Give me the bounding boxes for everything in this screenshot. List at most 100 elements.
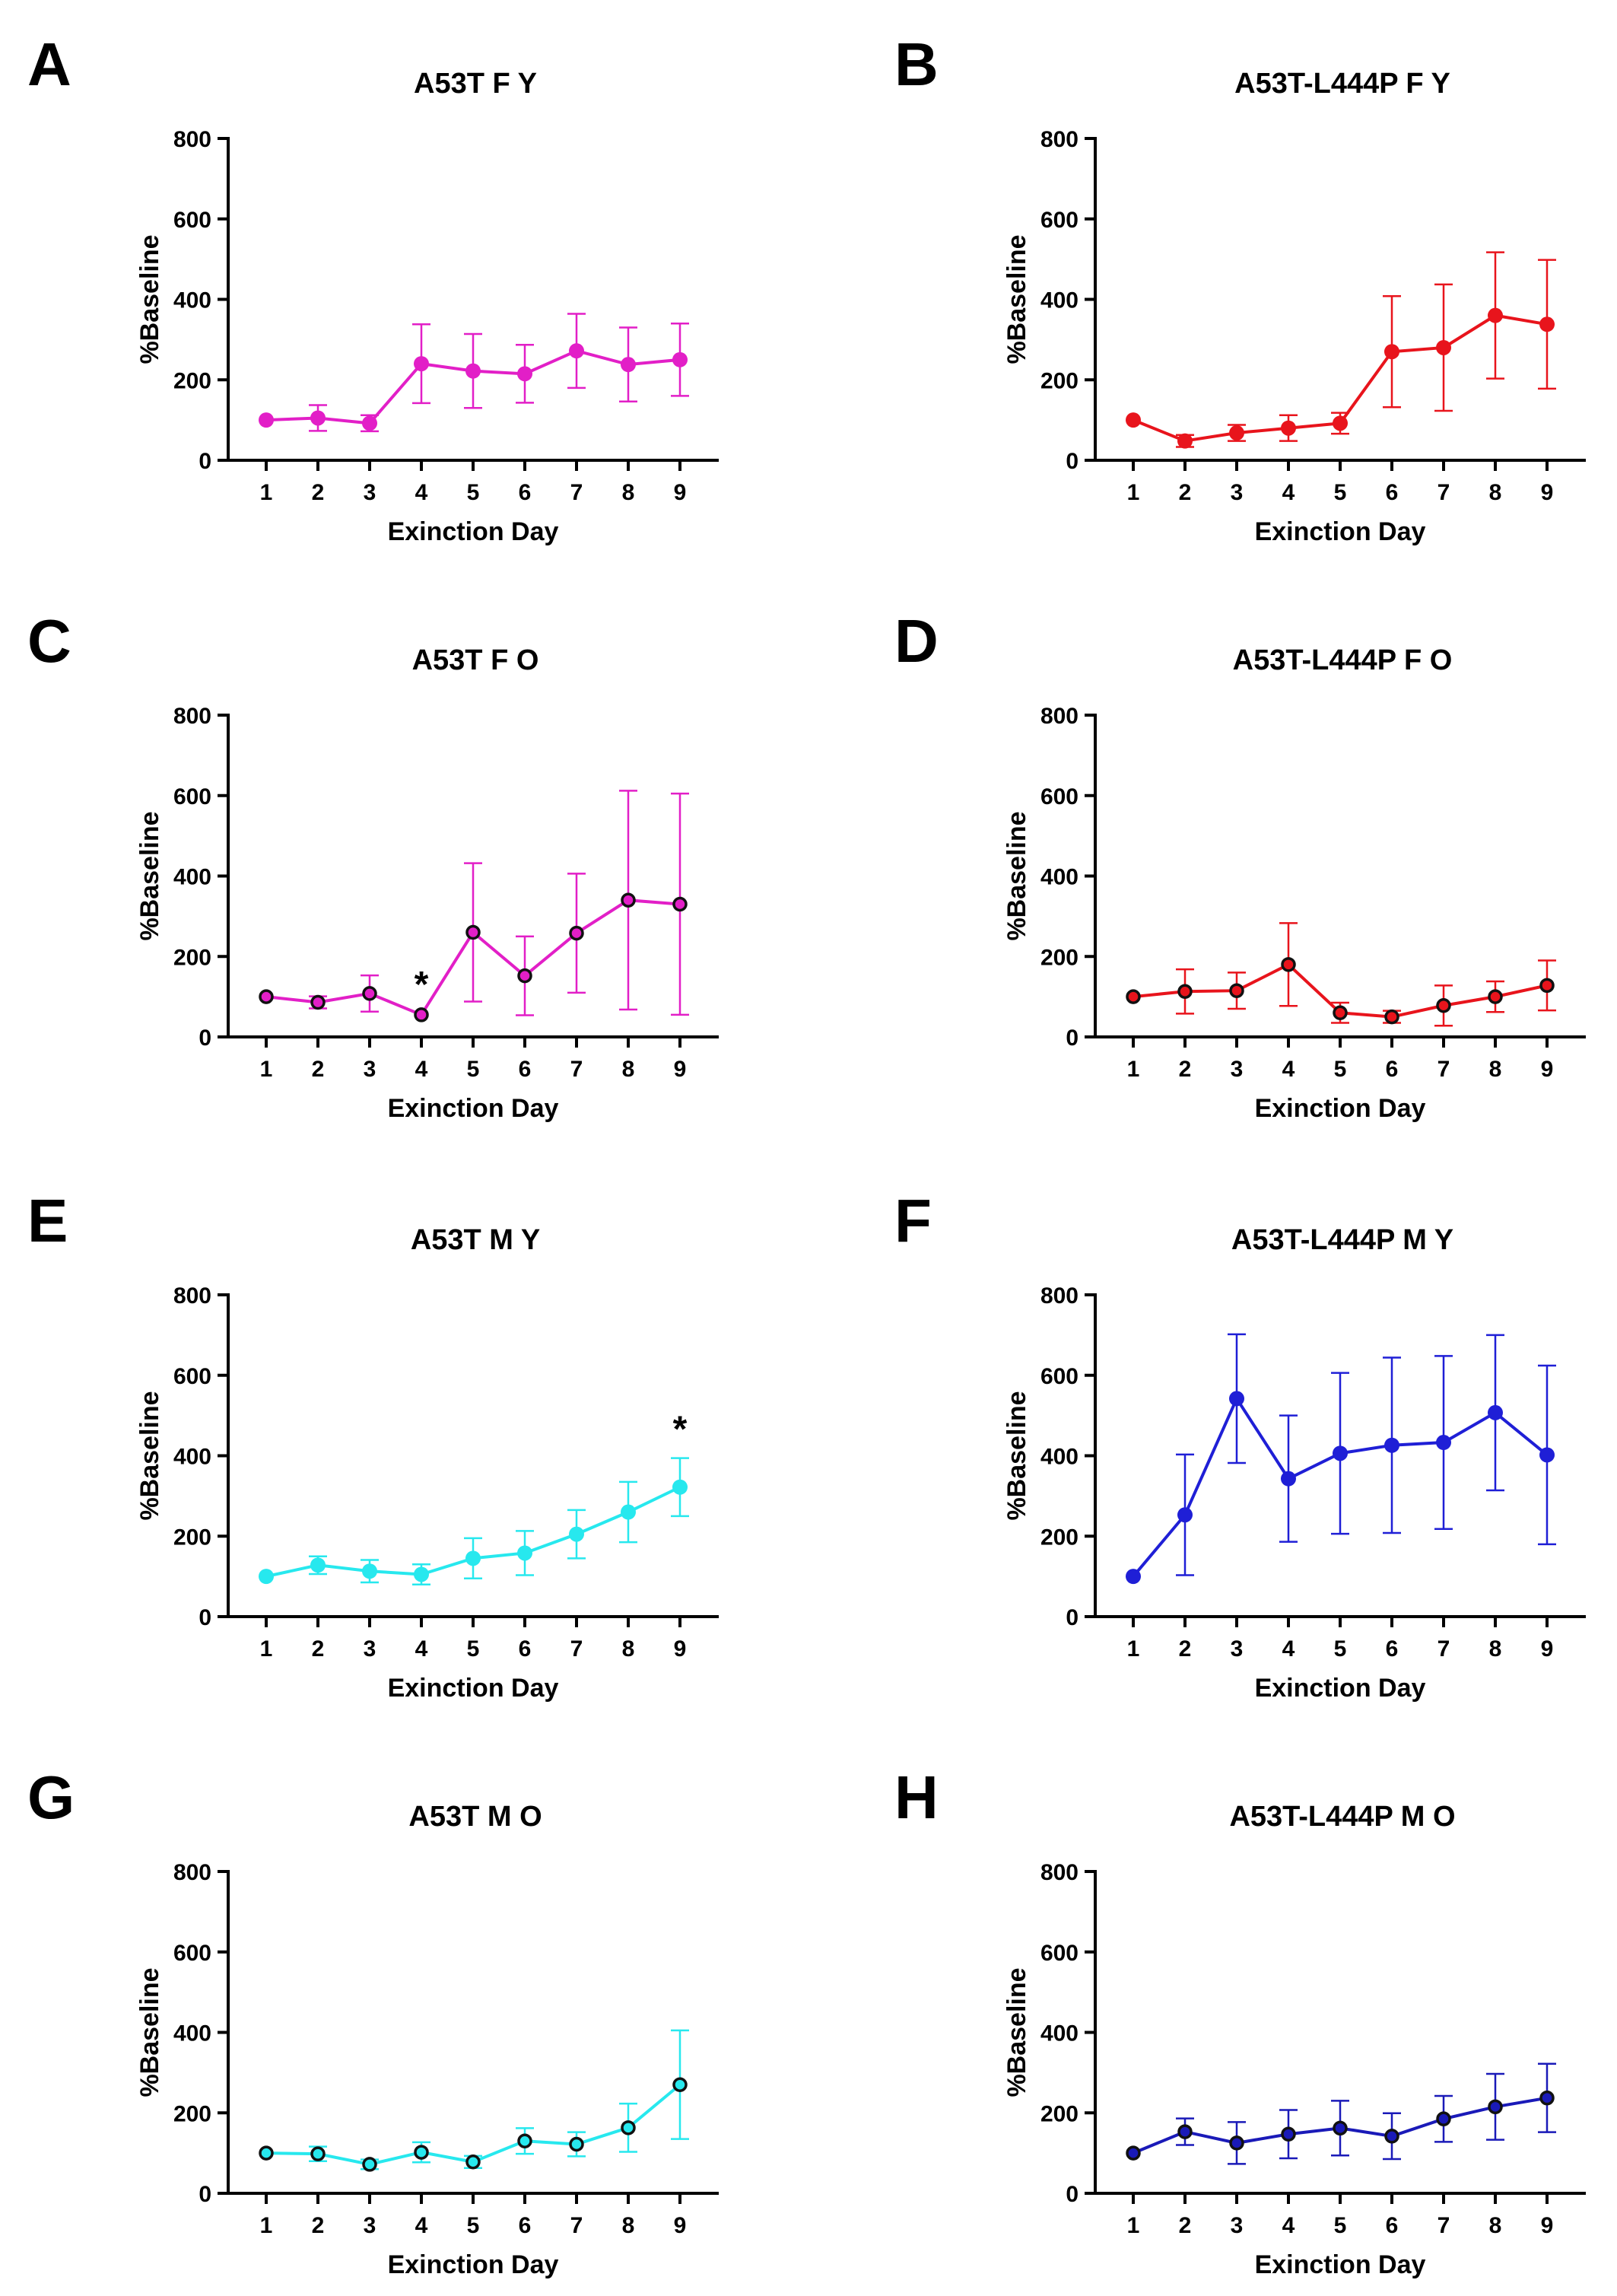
y-tick-label: 800 xyxy=(1040,704,1079,729)
x-tick-label: 1 xyxy=(1127,480,1140,505)
x-tick-label: 8 xyxy=(622,2213,635,2238)
x-tick-label: 7 xyxy=(570,1057,583,1082)
series-0 xyxy=(259,2029,689,2172)
y-tick-label: 400 xyxy=(173,865,211,890)
y-tick-label: 800 xyxy=(173,704,211,729)
panel-letter: G xyxy=(27,1763,75,1831)
series-0 xyxy=(1126,922,1556,1027)
significance-marker: * xyxy=(673,1410,688,1450)
y-tick-label: 0 xyxy=(1066,2182,1079,2207)
y-axis-label: %Baseline xyxy=(135,1967,164,2097)
panel-letter: C xyxy=(27,607,71,675)
x-tick-label: 1 xyxy=(260,480,273,505)
y-tick-label: 200 xyxy=(1040,1525,1079,1550)
data-point xyxy=(414,2145,429,2160)
x-tick-label: 1 xyxy=(1127,1057,1140,1082)
x-tick-label: 7 xyxy=(1438,1636,1450,1662)
data-point xyxy=(310,2146,326,2161)
data-point xyxy=(672,1479,688,1495)
significance-marker: * xyxy=(415,965,429,1005)
data-point xyxy=(465,363,481,379)
x-tick-label: 4 xyxy=(415,2213,428,2238)
x-tick-label: 5 xyxy=(467,2213,480,2238)
x-tick-label: 9 xyxy=(674,2213,687,2238)
data-point xyxy=(1384,2129,1399,2144)
data-point xyxy=(672,2077,688,2092)
data-point xyxy=(517,1545,532,1561)
data-point xyxy=(1126,412,1141,428)
data-point xyxy=(569,343,584,359)
chart-title: A53T-L444P M Y xyxy=(1231,1224,1453,1256)
y-tick-label: 600 xyxy=(1040,1941,1079,1966)
x-tick-label: 7 xyxy=(1438,480,1450,505)
x-tick-label: 5 xyxy=(467,1636,480,1662)
data-point xyxy=(362,986,377,1001)
series-0 xyxy=(1126,2062,1556,2165)
x-tick-label: 6 xyxy=(1386,480,1399,505)
x-tick-label: 6 xyxy=(519,2213,532,2238)
x-axis-label: Exinction Day xyxy=(388,1674,559,1703)
y-tick-label: 0 xyxy=(199,2182,211,2207)
x-tick-label: 2 xyxy=(312,2213,325,2238)
y-tick-label: 400 xyxy=(1040,1445,1079,1470)
data-point xyxy=(1229,2135,1244,2151)
data-point xyxy=(1539,2090,1555,2106)
chart-panel-c: C A53T F O 0 200 400 600 800 1 2 3 4 5 6 7 8 9 Exinction… xyxy=(27,607,719,1123)
chart-panel-h: H A53T-L444P M O 0 200 400 600 800 1 2 3 4 5 6 7 8 9 Exi… xyxy=(894,1763,1586,2279)
y-tick-label: 600 xyxy=(1040,784,1079,809)
panel-letter: D xyxy=(894,607,939,675)
y-axis-label: %Baseline xyxy=(1002,1391,1031,1520)
data-point xyxy=(517,968,532,984)
y-tick-label: 200 xyxy=(1040,2101,1079,2126)
data-point xyxy=(621,892,636,908)
chart-panel-a: A A53T F Y 0 200 400 600 800 1 2 3 4 5 6 7 8 9 Exinction… xyxy=(27,30,719,546)
x-tick-label: 4 xyxy=(1282,2213,1295,2238)
data-point xyxy=(1333,2120,1348,2136)
data-point xyxy=(1436,1435,1451,1451)
x-tick-label: 7 xyxy=(570,1636,583,1662)
data-point xyxy=(259,989,274,1004)
x-tick-label: 4 xyxy=(1282,1636,1295,1662)
x-tick-label: 9 xyxy=(674,1636,687,1662)
chart-panel-g: G A53T M O 0 200 400 600 800 1 2 3 4 5 6 7 8 9 Exinction… xyxy=(27,1763,719,2279)
x-tick-label: 5 xyxy=(1334,480,1347,505)
x-tick-label: 5 xyxy=(467,1057,480,1082)
x-tick-label: 2 xyxy=(312,1057,325,1082)
x-tick-label: 2 xyxy=(1179,2213,1192,2238)
data-point xyxy=(1126,1569,1141,1585)
x-tick-label: 2 xyxy=(1179,1057,1192,1082)
x-axis-label: Exinction Day xyxy=(388,517,559,546)
x-tick-label: 6 xyxy=(1386,2213,1399,2238)
data-point xyxy=(1384,1437,1399,1453)
y-tick-label: 600 xyxy=(173,208,211,233)
y-tick-label: 800 xyxy=(1040,1860,1079,1885)
x-tick-label: 2 xyxy=(312,480,325,505)
data-point xyxy=(310,410,326,426)
data-point xyxy=(569,2136,584,2152)
data-point xyxy=(310,994,326,1010)
data-point xyxy=(1539,978,1555,994)
y-axis-label: %Baseline xyxy=(1002,811,1031,940)
data-point xyxy=(621,357,636,373)
x-tick-label: 9 xyxy=(1541,2213,1554,2238)
x-tick-label: 9 xyxy=(674,1057,687,1082)
y-axis-label: %Baseline xyxy=(1002,234,1031,364)
x-tick-label: 3 xyxy=(1231,1636,1244,1662)
x-tick-label: 8 xyxy=(1489,480,1502,505)
data-point xyxy=(1488,2099,1503,2115)
y-tick-label: 200 xyxy=(173,2101,211,2126)
data-point xyxy=(1126,2145,1141,2161)
data-point xyxy=(1281,2126,1296,2142)
y-tick-label: 200 xyxy=(1040,368,1079,393)
x-axis-label: Exinction Day xyxy=(388,2250,559,2279)
x-tick-label: 3 xyxy=(364,1057,376,1082)
x-tick-label: 1 xyxy=(1127,2213,1140,2238)
data-point xyxy=(362,1563,377,1579)
y-tick-label: 400 xyxy=(1040,288,1079,313)
data-point xyxy=(672,896,688,912)
series-0 xyxy=(1126,1333,1556,1585)
data-point xyxy=(465,2154,481,2170)
data-point xyxy=(1229,425,1244,441)
data-point xyxy=(569,925,584,941)
x-tick-label: 1 xyxy=(260,1636,273,1662)
